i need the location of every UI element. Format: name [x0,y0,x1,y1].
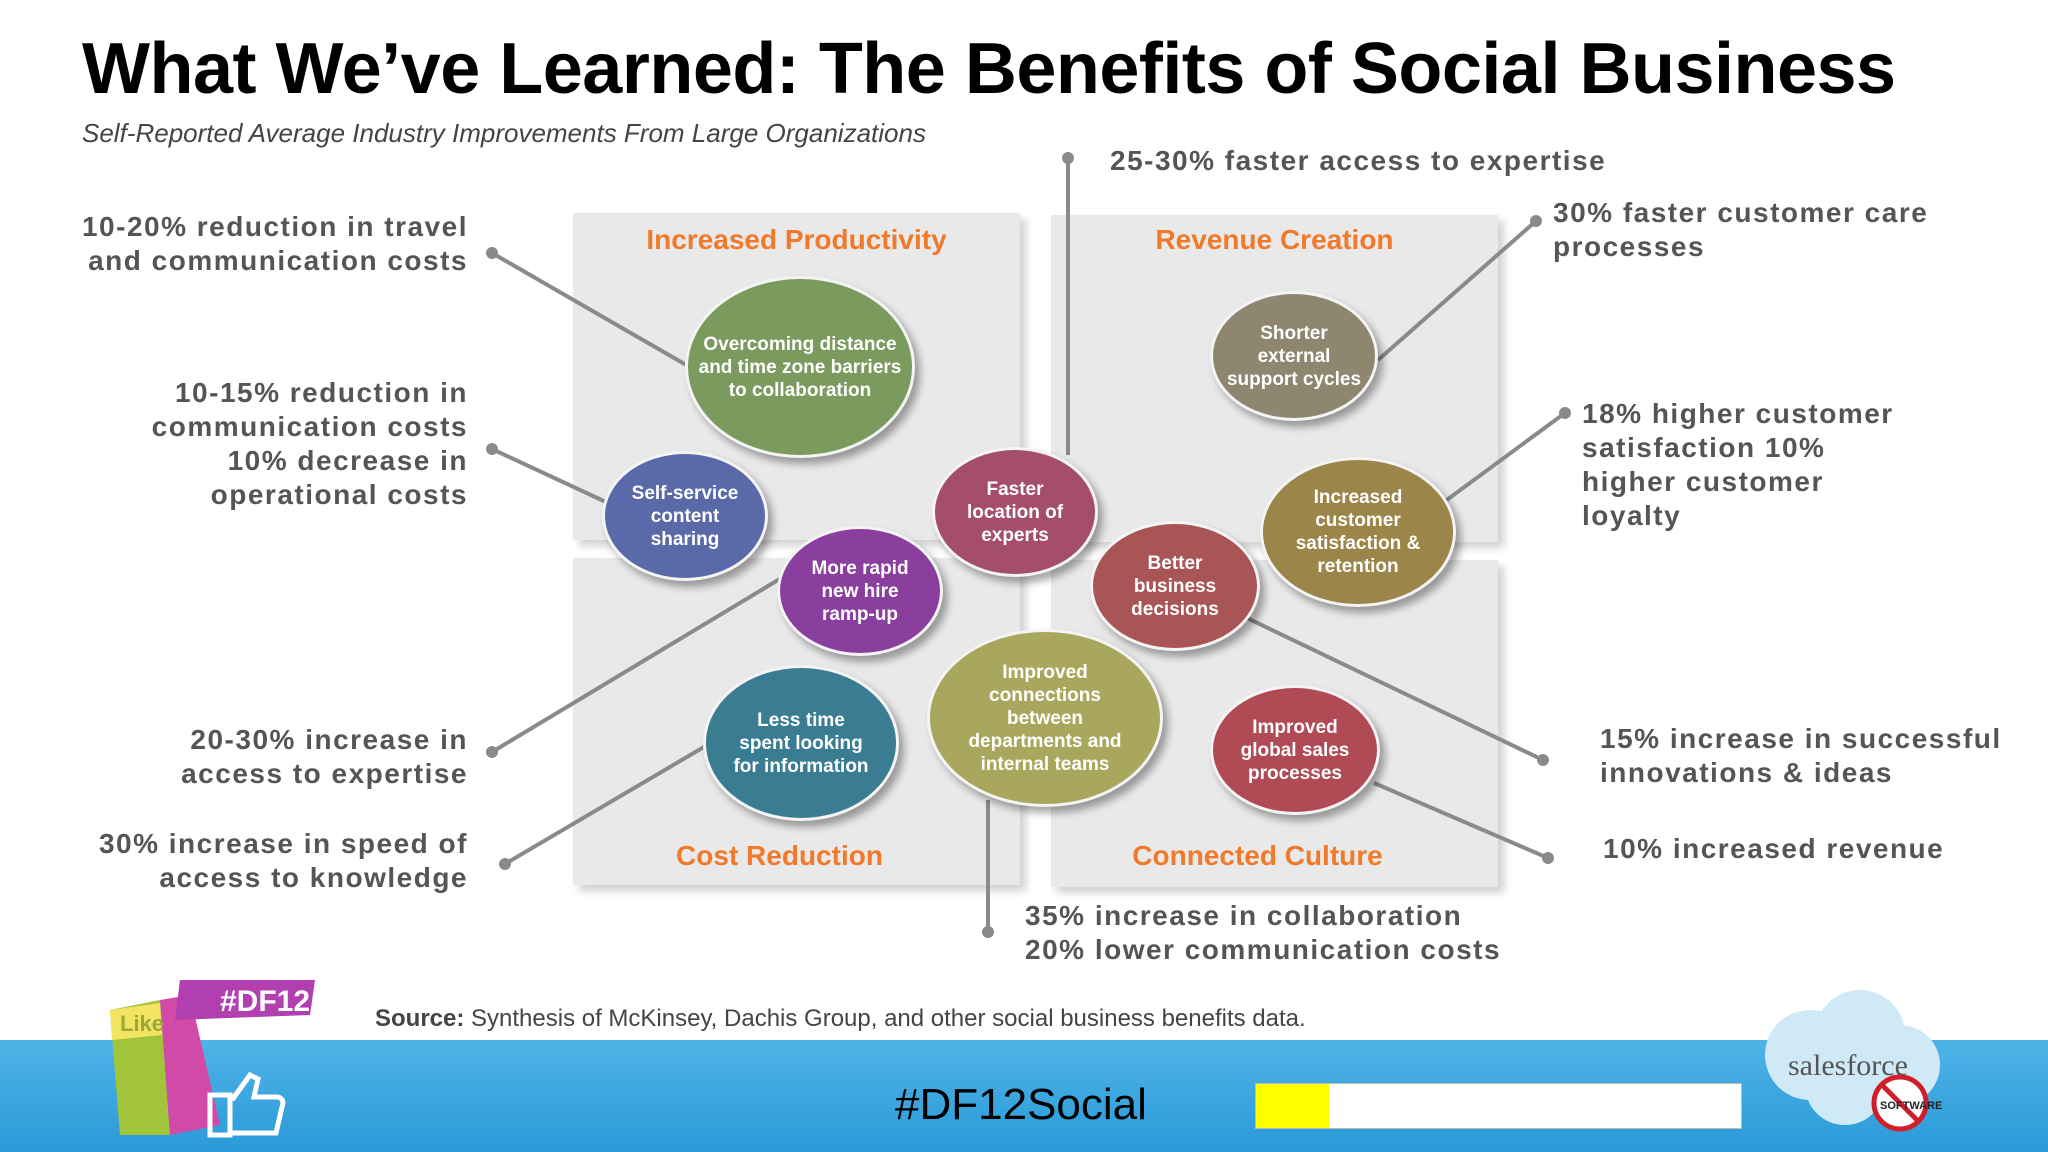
bubble-increased-customer: Increased customer satisfaction & retent… [1260,457,1456,607]
connector-innovations [1246,616,1544,762]
connector-dot [486,247,498,259]
bubble-better-decisions: Better business decisions [1090,521,1260,651]
connector-speed-knowledge [503,742,711,866]
source-note: Source: Synthesis of McKinsey, Dachis Gr… [375,1005,1306,1033]
connector-dot [1530,215,1542,227]
callout-speed-knowledge: 30% increase in speed of access to knowl… [98,828,468,893]
callout-revenue: 10% increased revenue [1603,833,1945,864]
callout-customer-satisfaction: 18% higher customer satisfaction 10% hig… [1582,398,1894,531]
connector-dot [1062,152,1074,164]
bubble-shorter-support: Shorter external support cycles [1210,291,1378,421]
callout-collaboration: 35% increase in collaboration 20% lower … [1025,900,1502,965]
connector-dot [486,746,498,758]
salesforce-text: salesforce [1788,1049,1908,1082]
no-software-icon: SOFTWARE [1871,1074,1942,1132]
callout-access-expertise: 20-30% increase in access to expertise [181,724,468,789]
callout-innovations: 15% increase in successful innovations &… [1600,723,2002,788]
connector-access-expertise [490,575,785,754]
progress-bar [1255,1083,1742,1129]
bubble-overcoming-distance: Overcoming distance and time zone barrie… [685,276,915,458]
bubble-improved-connections: Improved connections between departments… [927,629,1163,807]
thumbs-up-icon [207,1071,286,1138]
bubble-self-service: Self-service content sharing [602,451,768,581]
hashtag-label: #DF12Social [895,1080,1147,1129]
progress-bar-fill [1256,1084,1329,1128]
connector-comm-costs [491,447,609,505]
bubble-less-time: Less time spent looking for information [703,665,899,821]
df12-text: #DF12 [220,985,310,1018]
callout-travel-costs: 10-20% reduction in travel and communica… [81,211,468,276]
connector-revenue [1373,781,1549,860]
connector-dot [982,926,994,938]
callout-communication-costs: 10-15% reduction in communication costs … [151,377,468,510]
connector-satisfaction [1442,411,1567,504]
source-label: Source: [375,1005,465,1032]
connector-dot [1537,754,1549,766]
connector-dot [499,858,511,870]
bubble-faster-location: Faster location of experts [932,447,1098,577]
quadrant-cost-title: Cost Reduction [676,840,883,871]
page-subtitle: Self-Reported Average Industry Improveme… [82,118,926,148]
source-text: Synthesis of McKinsey, Dachis Group, and… [471,1005,1306,1032]
bubble-new-hire: More rapid new hire ramp-up [777,526,943,656]
callout-customer-care: 30% faster customer care processes [1553,197,1929,262]
callout-faster-expertise: 25-30% faster access to expertise [1110,145,1607,176]
quadrant-productivity-title: Increased Productivity [646,224,947,255]
like-text: Like [120,1011,164,1036]
quadrant-revenue-title: Revenue Creation [1155,224,1394,255]
connector-dot [486,443,498,455]
df12-like-logo: #DF12 Like [110,980,315,1138]
connector-customer-care [1376,219,1538,362]
bubble-improved-sales: Improved global sales processes [1210,685,1380,815]
software-text: SOFTWARE [1880,1100,1942,1112]
connector-travel [491,251,689,368]
page-title: What We’ve Learned: The Benefits of Soci… [82,29,1896,109]
connector-dot [1542,852,1554,864]
connector-dot [1559,407,1571,419]
salesforce-logo: salesforce SOFTWARE [1765,990,1942,1132]
quadrant-culture-title: Connected Culture [1132,840,1383,871]
